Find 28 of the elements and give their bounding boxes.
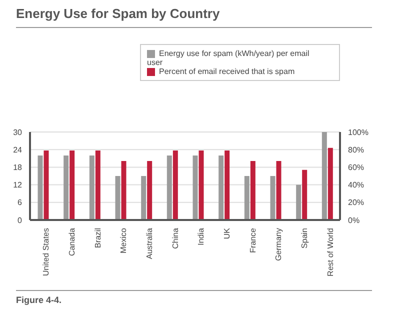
x-tick-label: UK <box>222 227 232 240</box>
y2-tick-label: 80% <box>348 145 364 154</box>
y-tick-label: 24 <box>13 145 23 154</box>
legend-label: Percent of email received that is spam <box>159 67 295 76</box>
y-tick-label: 6 <box>18 198 23 208</box>
x-tick-label: Rest of World <box>326 228 335 276</box>
caption: Figure 4-4. <box>16 295 62 305</box>
y2-tick-label: 60% <box>348 163 364 172</box>
x-tick-label: Canada <box>67 227 76 256</box>
x-tick-label: Spain <box>300 228 309 248</box>
y-tick-label: 30 <box>13 128 23 137</box>
x-tick-label: United States <box>42 228 51 276</box>
y-tick-label: 18 <box>13 163 23 172</box>
x-tick-label: Germany <box>274 228 284 261</box>
x-tick-label: China <box>170 227 180 249</box>
y2-tick-label: 40% <box>348 180 364 190</box>
y-tick-label: 0 <box>18 216 23 225</box>
y2-tick-label: 20% <box>348 198 364 208</box>
x-tick-label: India <box>196 227 206 246</box>
x-tick-label: Brazil <box>93 228 102 248</box>
x-tick-label: France <box>248 227 258 253</box>
chart-title: Energy Use for Spam by Country <box>16 6 220 21</box>
y2-tick-label: 100% <box>348 128 368 137</box>
x-tick-label: Mexico <box>119 227 128 254</box>
x-tick-label: Australia <box>144 227 154 260</box>
legend-label: Energy use for spam (kWh/year) per email user <box>147 49 310 67</box>
y2-tick-label: 0% <box>348 216 360 225</box>
y-tick-label: 12 <box>13 180 23 190</box>
